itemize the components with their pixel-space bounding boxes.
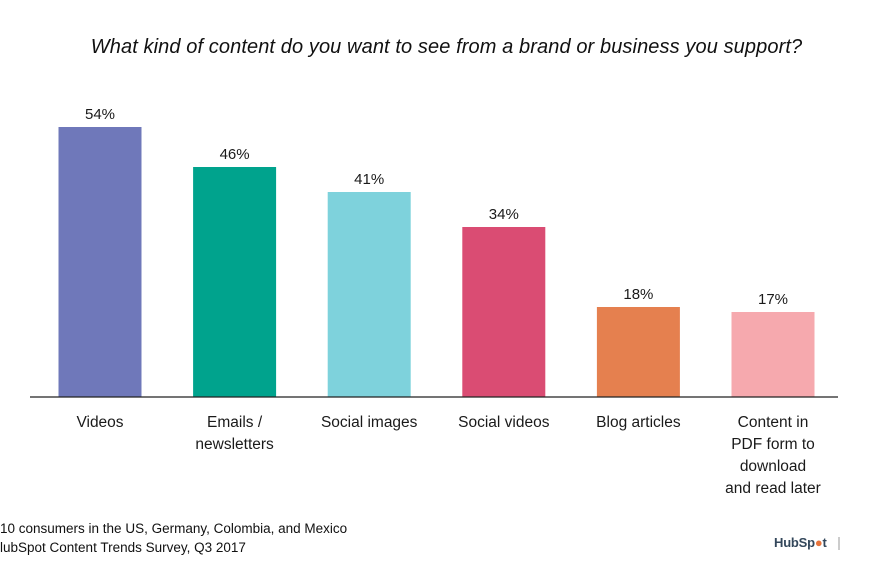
bar: [327, 192, 411, 397]
category-label: download: [740, 458, 806, 475]
category-label: Social videos: [458, 414, 550, 431]
category-label: Blog articles: [596, 414, 681, 431]
data-label: 54%: [85, 106, 115, 123]
category-label: PDF form to: [731, 436, 815, 453]
category-label: Social images: [321, 414, 418, 431]
data-label: 18%: [623, 286, 653, 303]
bar: [193, 167, 277, 397]
sprocket-icon: ●: [814, 535, 823, 550]
bar: [58, 127, 142, 397]
category-label: and read later: [725, 480, 821, 497]
bar: [596, 307, 680, 397]
category-label: Content in: [738, 414, 809, 431]
bar: [462, 227, 546, 397]
bar-chart: 54% Videos 46% Emails / newsletters 41% Social…: [30, 106, 838, 497]
category-label: Videos: [76, 414, 123, 431]
logo-text-b: t: [822, 535, 827, 550]
hubspot-logo: HubSp●t: [774, 535, 827, 550]
data-label: 34%: [489, 206, 519, 223]
logo-text-a: HubSp: [774, 535, 815, 550]
data-label: 46%: [220, 146, 250, 163]
footnote-sample: 10 consumers in the US, Germany, Colombi…: [0, 521, 348, 536]
logo-divider: [838, 537, 840, 550]
footnote-source: lubSpot Content Trends Survey, Q3 2017: [0, 540, 246, 555]
data-label: 41%: [354, 171, 384, 188]
bar: [731, 312, 815, 397]
data-label: 17%: [758, 291, 788, 308]
category-label: Emails /: [207, 414, 263, 431]
chart-title: What kind of content do you want to see …: [90, 36, 803, 58]
category-label: newsletters: [195, 436, 274, 453]
